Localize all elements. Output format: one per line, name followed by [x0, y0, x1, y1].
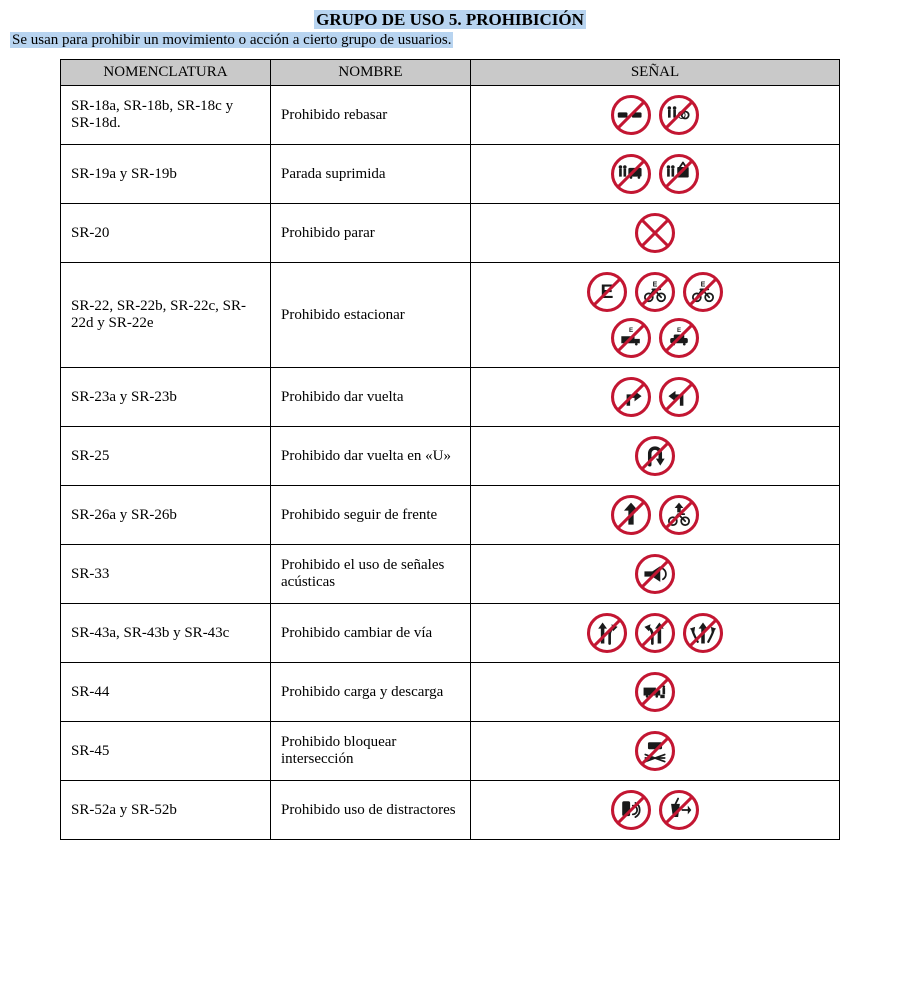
table-row: SR-18a, SR-18b, SR-18c y SR-18d.Prohibid…	[61, 86, 840, 145]
prohibition-sign-icon	[657, 375, 701, 419]
svg-text:E: E	[653, 282, 658, 289]
prohibition-sign-icon	[609, 93, 653, 137]
prohibition-sign-icon	[633, 211, 677, 255]
cell-nomenclatura: SR-18a, SR-18b, SR-18c y SR-18d.	[61, 86, 271, 145]
cell-senal	[471, 722, 840, 781]
cell-nomenclatura: SR-33	[61, 545, 271, 604]
table-row: SR-43a, SR-43b y SR-43cProhibido cambiar…	[61, 604, 840, 663]
table-row: SR-44Prohibido carga y descarga	[61, 663, 840, 722]
cell-nombre: Prohibido uso de distractores	[271, 781, 471, 840]
cell-nomenclatura: SR-52a y SR-52b	[61, 781, 271, 840]
table-header-row: NOMENCLATURA NOMBRE SEÑAL	[61, 60, 840, 86]
cell-senal	[471, 86, 840, 145]
cell-nombre: Prohibido el uso de señales acústicas	[271, 545, 471, 604]
prohibition-sign-icon	[633, 434, 677, 478]
cell-nombre: Prohibido estacionar	[271, 263, 471, 368]
table-row: SR-52a y SR-52bProhibido uso de distract…	[61, 781, 840, 840]
col-nombre: NOMBRE	[271, 60, 471, 86]
cell-nombre: Prohibido carga y descarga	[271, 663, 471, 722]
cell-nomenclatura: SR-44	[61, 663, 271, 722]
cell-nomenclatura: SR-25	[61, 427, 271, 486]
table-row: SR-22, SR-22b, SR-22c, SR-22d y SR-22ePr…	[61, 263, 840, 368]
cell-senal	[471, 368, 840, 427]
page-title: GRUPO DE USO 5. PROHIBICIÓN	[10, 10, 890, 30]
cell-senal	[471, 604, 840, 663]
cell-nomenclatura: SR-22, SR-22b, SR-22c, SR-22d y SR-22e	[61, 263, 271, 368]
table-row: SR-45Prohibido bloquear intersección	[61, 722, 840, 781]
cell-senal	[471, 204, 840, 263]
prohibition-sign-icon	[657, 152, 701, 196]
col-senal: SEÑAL	[471, 60, 840, 86]
table-row: SR-33Prohibido el uso de señales acústic…	[61, 545, 840, 604]
prohibition-sign-icon	[609, 375, 653, 419]
cell-nomenclatura: SR-20	[61, 204, 271, 263]
prohibition-sign-icon	[657, 788, 701, 832]
cell-nomenclatura: SR-23a y SR-23b	[61, 368, 271, 427]
cell-nomenclatura: SR-43a, SR-43b y SR-43c	[61, 604, 271, 663]
cell-nomenclatura: SR-26a y SR-26b	[61, 486, 271, 545]
prohibition-sign-icon	[609, 493, 653, 537]
prohibition-sign-icon: E	[585, 270, 629, 314]
cell-nomenclatura: SR-45	[61, 722, 271, 781]
table-row: SR-26a y SR-26bProhibido seguir de frent…	[61, 486, 840, 545]
prohibition-sign-icon: E	[633, 270, 677, 314]
cell-senal	[471, 781, 840, 840]
cell-nombre: Prohibido parar	[271, 204, 471, 263]
prohibition-sign-icon	[657, 493, 701, 537]
cell-nombre: Prohibido bloquear intersección	[271, 722, 471, 781]
cell-nomenclatura: SR-19a y SR-19b	[61, 145, 271, 204]
cell-nombre: Prohibido seguir de frente	[271, 486, 471, 545]
prohibition-sign-icon	[633, 552, 677, 596]
prohibition-sign-icon	[585, 611, 629, 655]
cell-senal	[471, 486, 840, 545]
cell-senal	[471, 427, 840, 486]
prohibition-sign-icon	[609, 788, 653, 832]
cell-nombre: Prohibido cambiar de vía	[271, 604, 471, 663]
table-row: SR-25Prohibido dar vuelta en «U»	[61, 427, 840, 486]
cell-nombre: Prohibido dar vuelta	[271, 368, 471, 427]
prohibition-sign-icon	[633, 729, 677, 773]
table-row: SR-23a y SR-23bProhibido dar vuelta	[61, 368, 840, 427]
svg-text:E: E	[677, 327, 681, 334]
prohibition-sign-icon: E	[609, 316, 653, 360]
prohibition-sign-icon	[609, 152, 653, 196]
svg-text:E: E	[701, 282, 706, 289]
svg-text:E: E	[629, 327, 633, 334]
cell-senal	[471, 663, 840, 722]
prohibition-sign-icon	[681, 611, 725, 655]
prohibition-sign-icon	[633, 670, 677, 714]
cell-nombre: Prohibido dar vuelta en «U»	[271, 427, 471, 486]
cell-senal: E E E	[471, 263, 840, 368]
cell-nombre: Prohibido rebasar	[271, 86, 471, 145]
prohibition-sign-icon	[657, 93, 701, 137]
cell-senal	[471, 545, 840, 604]
signs-table: NOMENCLATURA NOMBRE SEÑAL SR-18a, SR-18b…	[60, 59, 840, 840]
table-row: SR-20Prohibido parar	[61, 204, 840, 263]
col-nomenclatura: NOMENCLATURA	[61, 60, 271, 86]
prohibition-sign-icon: E	[657, 316, 701, 360]
prohibition-sign-icon: E	[681, 270, 725, 314]
table-row: SR-19a y SR-19bParada suprimida	[61, 145, 840, 204]
cell-senal	[471, 145, 840, 204]
prohibition-sign-icon	[633, 611, 677, 655]
cell-nombre: Parada suprimida	[271, 145, 471, 204]
page-subtitle: Se usan para prohibir un movimiento o ac…	[10, 32, 890, 49]
